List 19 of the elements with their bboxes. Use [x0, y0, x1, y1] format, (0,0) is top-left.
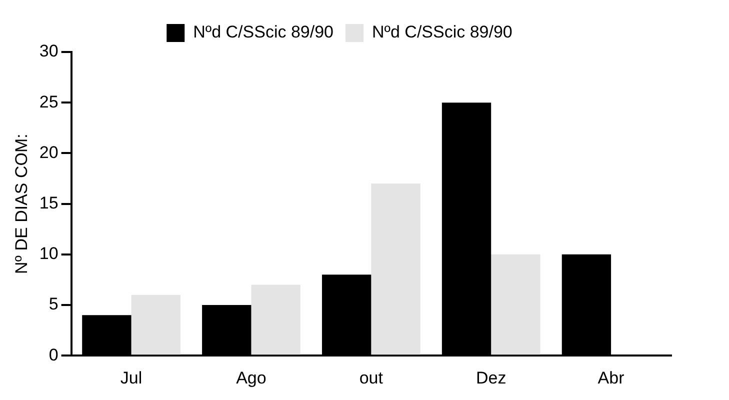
bar [371, 184, 420, 355]
y-axis-title: Nº DE DIAS COM: [12, 134, 31, 274]
x-tick-label: Ago [236, 368, 266, 388]
y-tick-label: 25 [39, 92, 58, 112]
y-tick-label: 20 [39, 142, 58, 162]
legend-label: Nºd C/SScic 89/90 [193, 22, 334, 42]
x-tick-label: Abr [598, 368, 625, 388]
legend-label: Nºd C/SScic 89/90 [372, 22, 512, 42]
x-tick-label: Jul [120, 368, 142, 388]
y-tick-label: 10 [39, 244, 58, 264]
y-tick-label: 0 [48, 345, 58, 364]
y-tick-label: 15 [39, 193, 58, 212]
y-tick-label: 30 [39, 42, 58, 61]
x-tick-label: out [359, 368, 384, 388]
bar [251, 284, 300, 355]
bar [131, 294, 180, 355]
x-tick-label: Dez [476, 368, 506, 388]
bar [491, 254, 540, 355]
y-tick-label: 5 [48, 294, 58, 314]
